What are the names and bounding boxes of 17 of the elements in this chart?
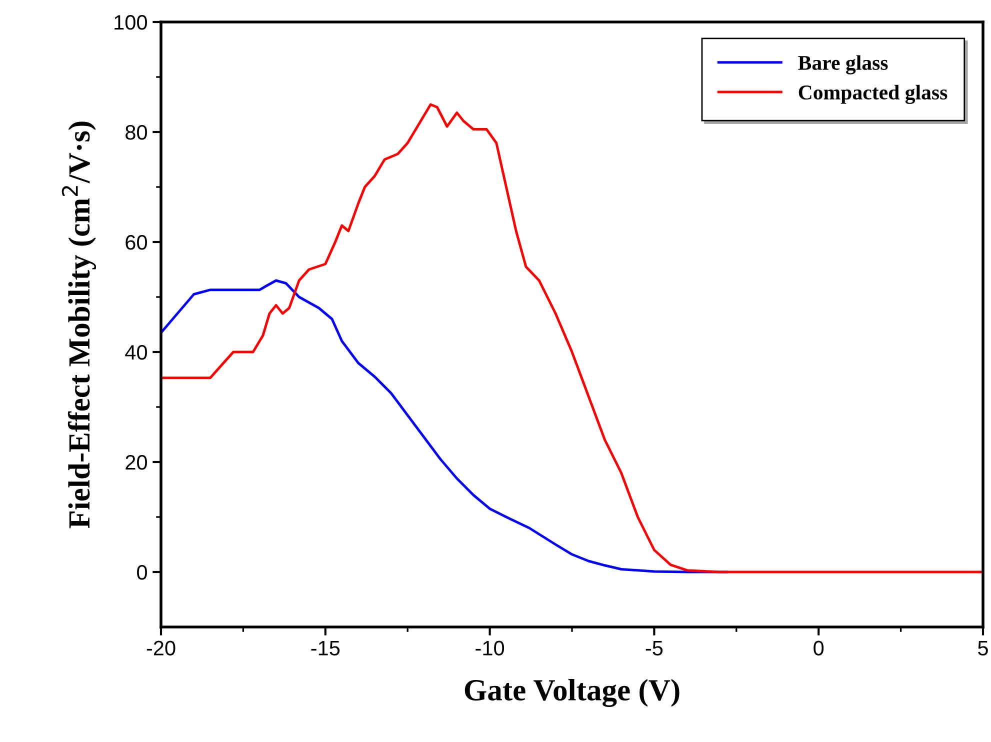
line-series (161, 103, 983, 574)
x-tick-label: -10 (476, 640, 504, 656)
y-tick-label: 60 (126, 235, 147, 250)
x-tick-label: -5 (646, 640, 663, 656)
y-tick-label: 80 (126, 125, 147, 140)
y-tick-label: 20 (126, 455, 147, 470)
x-tick-label: -20 (146, 640, 176, 656)
x-tick-label: -15 (311, 640, 340, 656)
x-axis-title: Gate Voltage (V) (464, 679, 680, 708)
y-tick-label: 0 (137, 565, 147, 580)
legend-label: Bare glass (798, 55, 888, 74)
legend-label: Compacted glass (798, 84, 948, 104)
x-tick-label: 0 (814, 640, 824, 656)
y-axis-title: Field-Effect Mobility (cm$^{2}$/V·s) (62, 122, 96, 528)
x-tick-label: 5 (978, 640, 988, 656)
y-tick-label: 100 (114, 15, 147, 30)
y-tick-label: 40 (125, 345, 147, 360)
